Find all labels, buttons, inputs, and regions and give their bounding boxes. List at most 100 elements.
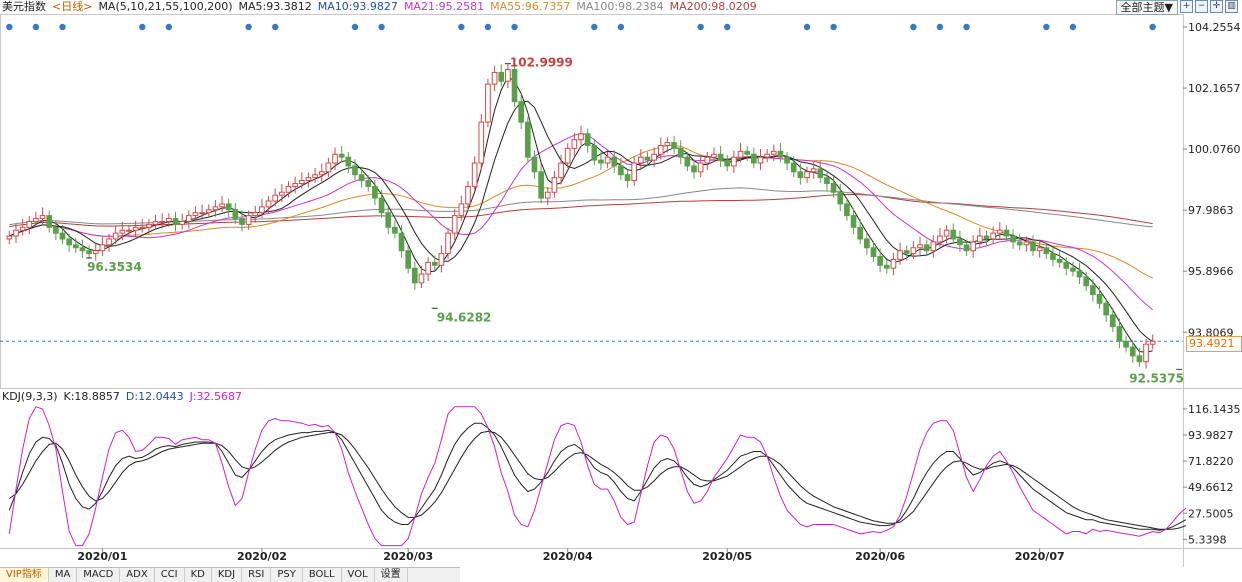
candle-up [551, 177, 558, 193]
candle-down [239, 218, 245, 225]
candle-down [983, 235, 990, 240]
candle-down [1103, 302, 1109, 316]
ma55-line [9, 144, 1153, 279]
signal-dot [165, 23, 173, 31]
tab-8[interactable]: PSY [271, 568, 303, 582]
candle-down [691, 165, 697, 173]
tab-5[interactable]: KD [185, 568, 212, 582]
candle-down [1056, 258, 1063, 263]
x-axis-label: 2020/03 [383, 550, 433, 563]
ma5-value: MA5:93.3812 [238, 0, 312, 13]
candle-down [66, 238, 72, 246]
period-selector[interactable]: <日线> [52, 0, 93, 13]
candle-down [717, 153, 724, 161]
x-axis-label: 2020/01 [77, 550, 127, 563]
signal-dot [830, 23, 837, 31]
candle-down [677, 147, 684, 158]
tab-0[interactable]: VIP指标 [0, 568, 49, 582]
price-ytick-label: 100.0760 [1188, 143, 1241, 156]
candle-down [518, 101, 524, 123]
candle-up [219, 203, 225, 208]
candle-up [312, 174, 318, 179]
candle-up [564, 147, 571, 164]
candle-up [438, 253, 445, 266]
candle-down [358, 174, 365, 182]
candle-up [332, 153, 338, 164]
candle-up [119, 229, 126, 234]
candle-down [1076, 270, 1083, 278]
price-ytick-label: 97.9863 [1188, 204, 1234, 217]
candle-up [910, 247, 917, 255]
candle-up [26, 220, 33, 228]
zoom-out-icon[interactable]: − [1195, 0, 1208, 13]
ma200-value: MA200:98.0209 [669, 0, 757, 13]
candle-up [1143, 343, 1149, 363]
candle-up [491, 71, 498, 85]
candle-up [977, 235, 983, 243]
candle-down [79, 247, 86, 252]
x-axis-label: 2020/02 [237, 550, 287, 563]
candle-up [757, 156, 764, 164]
candle-down [172, 218, 179, 225]
candle-up [192, 212, 199, 217]
tab-4[interactable]: CCI [155, 568, 185, 582]
candle-down [405, 250, 411, 269]
tab-10[interactable]: VOL [342, 568, 375, 582]
candle-up [651, 153, 657, 161]
candle-down [1090, 285, 1096, 295]
candle-up [571, 139, 578, 149]
ma-label[interactable]: MA(5,10,21,55,100,200) [98, 0, 233, 13]
tab-6[interactable]: KDJ [212, 568, 243, 582]
candle-up [298, 180, 305, 184]
signal-dot [803, 23, 811, 31]
candle-up [33, 218, 39, 222]
chart-type-icon[interactable]: ▥ [1225, 0, 1238, 13]
candle-down [59, 232, 66, 240]
candle-down [1030, 241, 1036, 252]
candle-up [185, 215, 192, 222]
tab-9[interactable]: BOLL [303, 568, 342, 582]
tab-2[interactable]: MACD [77, 568, 121, 582]
signal-dot [1069, 23, 1077, 31]
theme-dropdown-button[interactable]: 全部主题▼ [1115, 0, 1178, 15]
candle-up [638, 156, 644, 164]
candle-up [505, 69, 511, 82]
x-axis-label: 2020/07 [1015, 550, 1065, 563]
candle-down [345, 156, 352, 167]
candle-down [744, 150, 751, 155]
signal-dot [59, 23, 66, 31]
candle-up [1149, 340, 1156, 345]
candle-down [498, 71, 505, 82]
x-axis-label: 2020/06 [855, 550, 905, 563]
candle-up [917, 244, 923, 249]
candle-up [92, 250, 99, 255]
move-icon[interactable]: ✛ [1210, 0, 1223, 13]
tab-7[interactable]: RSI [242, 568, 272, 582]
candle-down [1136, 355, 1143, 363]
candle-down [225, 203, 232, 211]
tab-11[interactable]: 设置 [375, 568, 408, 582]
candle-down [624, 174, 631, 182]
candle-down [857, 226, 864, 240]
candle-up [770, 150, 777, 155]
signal-dot [963, 23, 970, 31]
signal-dot [511, 23, 518, 31]
kdj-name[interactable]: KDJ(9,3,3) [2, 390, 58, 403]
candle-up [259, 206, 265, 214]
candle-down [538, 171, 544, 199]
candle-up [285, 185, 292, 193]
ma100-line [9, 187, 1153, 228]
signal-dot [697, 23, 704, 31]
tab-3[interactable]: ADX [120, 568, 155, 582]
tab-1[interactable]: MA [49, 568, 78, 582]
candle-up [252, 212, 259, 217]
zoom-in-icon[interactable]: + [1180, 0, 1193, 13]
signal-dot [378, 23, 385, 31]
candle-up [132, 226, 139, 231]
candle-down [883, 264, 890, 269]
signal-dot [32, 23, 40, 31]
candle-up [418, 273, 425, 284]
candle-up [325, 162, 332, 173]
candle-down [837, 191, 844, 205]
